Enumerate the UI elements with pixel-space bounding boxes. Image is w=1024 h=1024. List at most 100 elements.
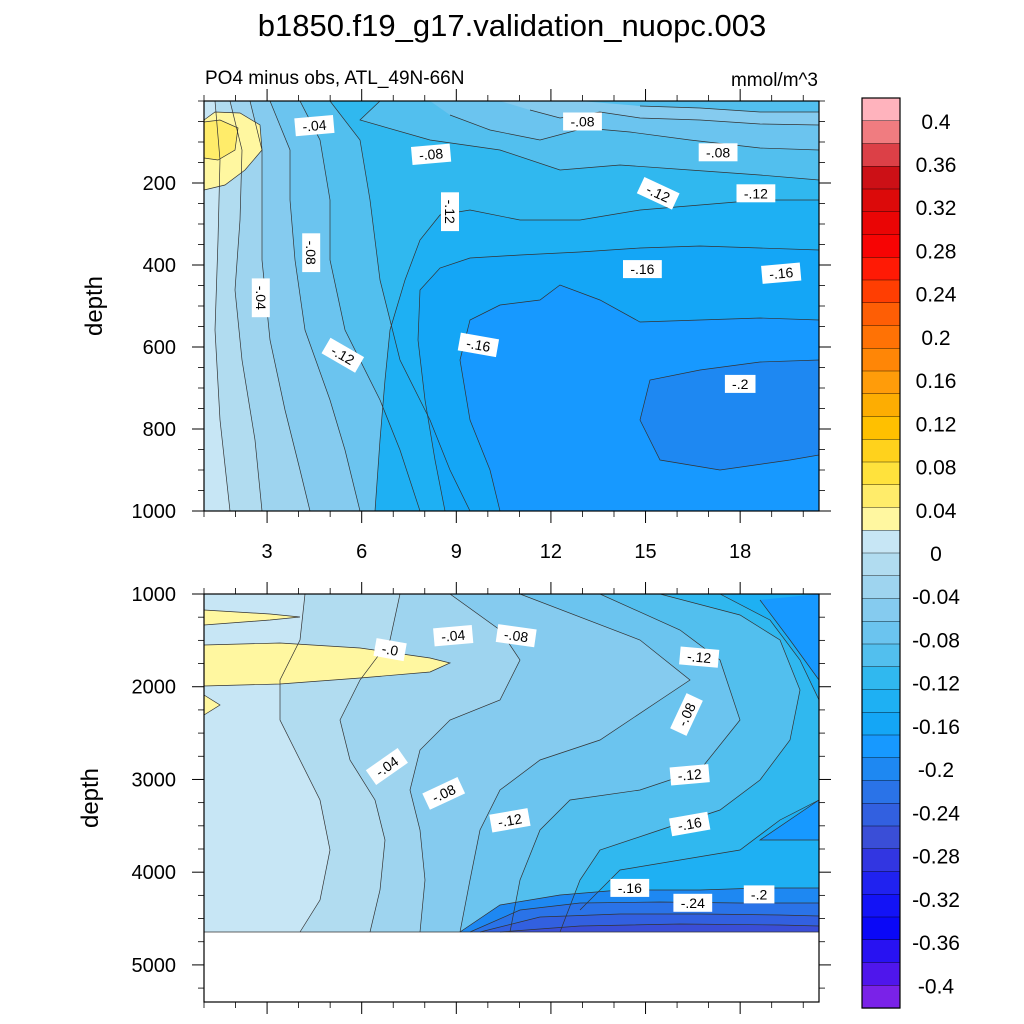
contour-label: -.12: [489, 808, 531, 833]
contour-label: -.2: [743, 885, 775, 904]
upper-x-ticks: 3 6 9 12 15 18: [203, 89, 804, 563]
colorbar-swatch: [861, 416, 901, 440]
colorbar-label: -0.04: [912, 586, 960, 609]
contour-label: -.08: [563, 112, 602, 131]
colorbar-swatch: [861, 621, 901, 645]
colorbar-swatch: [861, 188, 901, 213]
contour-label-bg: [294, 114, 335, 137]
contour-label-text: -.08: [570, 114, 594, 130]
colorbar-swatch: [861, 734, 901, 759]
contour-line: [279, 594, 331, 933]
contour-line: [459, 594, 691, 933]
contour-label-text: -.16: [768, 264, 794, 282]
contour-label-text: -.16: [676, 814, 703, 834]
contour-label: -.04: [294, 114, 335, 137]
upper-contour-lines: [204, 101, 819, 511]
contour-label: -.16: [669, 811, 711, 837]
colorbar-label: 0.12: [916, 413, 957, 436]
y-tick-label: 1000: [132, 584, 177, 606]
contour-label-bg: [636, 176, 680, 210]
contour-label-text: -.12: [442, 200, 458, 224]
contour-label: -.24: [673, 893, 713, 912]
contour-label: -.16: [457, 332, 500, 358]
colorbar-swatch: [861, 552, 901, 577]
fill-band-minus-0-18: [760, 594, 819, 680]
colorbar-swatch: [861, 598, 901, 622]
colorbar-label: -0.32: [912, 889, 960, 912]
y-tick-label: 200: [143, 173, 176, 195]
upper-contour-fill: [204, 101, 819, 511]
colorbar-swatch: [861, 484, 901, 509]
contour-line: [214, 101, 231, 511]
contour-label: -.04: [251, 278, 270, 318]
contour-label: -.12: [679, 646, 720, 668]
contour-label-bg: [422, 777, 466, 810]
contour-label-bg: [563, 112, 602, 131]
contour-label-text: -.2: [732, 376, 749, 392]
colorbar-swatch: [861, 757, 901, 782]
no-data-region: [204, 932, 819, 1002]
x-tick-label: 9: [451, 541, 462, 563]
contour-label-text: -.04: [440, 627, 466, 645]
contour-line: [639, 105, 819, 113]
contour-label-bg: [457, 332, 500, 358]
fill-band-positive-upper-lens: [204, 610, 300, 625]
contour-line: [509, 594, 741, 933]
y-tick-label: 800: [143, 419, 176, 441]
colorbar-swatch: [861, 575, 901, 600]
colorbar-label: 0.04: [916, 500, 957, 523]
contour-label-bg: [441, 192, 459, 232]
contour-line: [719, 594, 819, 701]
colorbar-swatch: [861, 370, 901, 395]
colorbar-label: -0.08: [912, 629, 960, 652]
contour-line: [204, 119, 239, 161]
colorbar-label: 0.28: [916, 240, 957, 263]
fill-band-minus-0-20: [640, 360, 819, 470]
contour-line: [409, 594, 521, 933]
contour-label: -.08: [698, 143, 738, 162]
contour-label-bg: [321, 337, 365, 373]
contour-label: -.12: [441, 192, 459, 232]
chart-subtitle-left: PO4 minus obs, ATL_49N-66N: [205, 68, 464, 89]
colorbar-swatch: [861, 325, 901, 349]
contour-label: -.16: [761, 262, 802, 284]
colorbar-label: 0.4: [921, 111, 951, 134]
upper-y-ticks: 200 400 600 800 1000: [132, 100, 831, 523]
fill-band-minus-0-26: [500, 924, 819, 932]
contour-line: [229, 101, 263, 511]
x-tick-label: 6: [356, 541, 367, 563]
lower-contour-lines: [204, 594, 819, 933]
contour-label-text: -.04: [302, 117, 328, 135]
colorbar-swatch: [861, 348, 901, 372]
contour-line: [759, 599, 819, 681]
contour-label-bg: [251, 278, 270, 318]
upper-contour-labels: -.04 -.08-.08 -.08-.12 -.12-.12-.08-.04-.16…: [251, 112, 802, 393]
colorbar-label: 0.24: [916, 284, 957, 307]
contour-label-bg: [761, 262, 802, 284]
lower-plot-frame: [203, 593, 820, 1003]
y-tick-label: 600: [143, 337, 176, 359]
chart-title: b1850.f19_g17.validation_nuopc.003: [258, 8, 767, 43]
colorbar-swatch: [861, 530, 901, 554]
x-tick-label: 3: [262, 541, 273, 563]
contour-label-bg: [670, 693, 703, 736]
colorbar-swatch: [861, 916, 901, 941]
contour-line: [479, 913, 819, 933]
upper-y-axis-label: depth: [81, 276, 108, 336]
contour-label-bg: [736, 184, 776, 203]
colorbar-label: -0.24: [912, 802, 960, 825]
contour-line: [579, 799, 819, 911]
y-tick-label: 400: [143, 255, 176, 277]
contour-label-text: -.12: [686, 648, 712, 666]
colorbar-swatch: [861, 211, 901, 236]
contour-label-bg: [433, 625, 474, 647]
colorbar-swatch: [861, 279, 901, 304]
contour-label-bg: [743, 885, 775, 904]
colorbar-label: 0.36: [916, 154, 957, 177]
contour-label-text: -.2: [751, 886, 768, 902]
y-tick-label: 5000: [132, 955, 177, 977]
x-tick-label: 15: [634, 541, 656, 563]
colorbar-swatch: [861, 939, 901, 964]
contour-label-text: -.24: [681, 895, 705, 911]
contour-label-bg: [495, 624, 537, 648]
